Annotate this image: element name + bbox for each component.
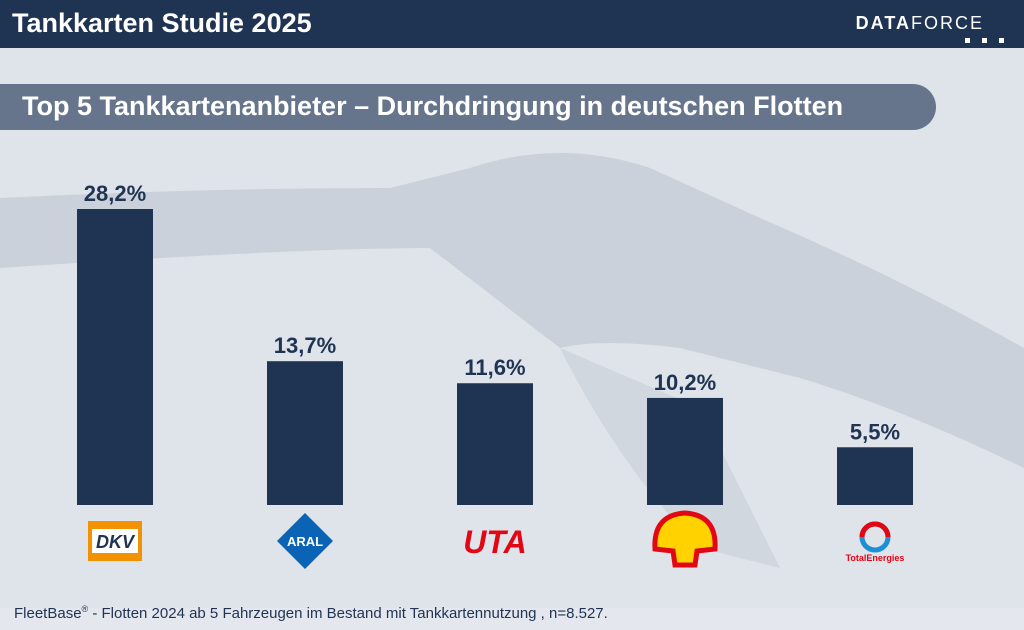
svg-text:ARAL: ARAL	[287, 534, 323, 549]
svg-text:DKV: DKV	[96, 532, 136, 552]
bar-totalenergies	[837, 447, 913, 505]
dkv-logo: DKV	[88, 521, 142, 561]
bar-dkv	[77, 209, 153, 505]
bar-shell	[647, 398, 723, 505]
svg-text:UTA: UTA	[463, 524, 526, 560]
uta-logo: UTA	[463, 524, 526, 560]
page-title: Tankkarten Studie 2025	[12, 8, 312, 39]
bar-uta	[457, 383, 533, 505]
svg-text:TotalEnergies: TotalEnergies	[846, 553, 905, 563]
totalenergies-logo: TotalEnergies	[846, 524, 905, 563]
shell-logo	[655, 513, 715, 565]
bar-aral	[267, 361, 343, 505]
data-label: 28,2%	[84, 181, 146, 206]
aral-logo: ARAL	[277, 513, 333, 569]
source-note: FleetBase® - Flotten 2024 ab 5 Fahrzeuge…	[14, 604, 608, 622]
data-label: 10,2%	[654, 370, 716, 395]
header-bar: Tankkarten Studie 2025 DATAFORCE	[0, 0, 1024, 48]
brand-dots-icon	[953, 30, 1004, 48]
bar-chart: 28,2% 13,7% 11,6% 10,2% 5,5% DKV ARAL UTA TotalE…	[0, 48, 1024, 588]
data-label: 13,7%	[274, 333, 336, 358]
data-label: 11,6%	[464, 355, 525, 380]
data-label: 5,5%	[850, 419, 900, 444]
